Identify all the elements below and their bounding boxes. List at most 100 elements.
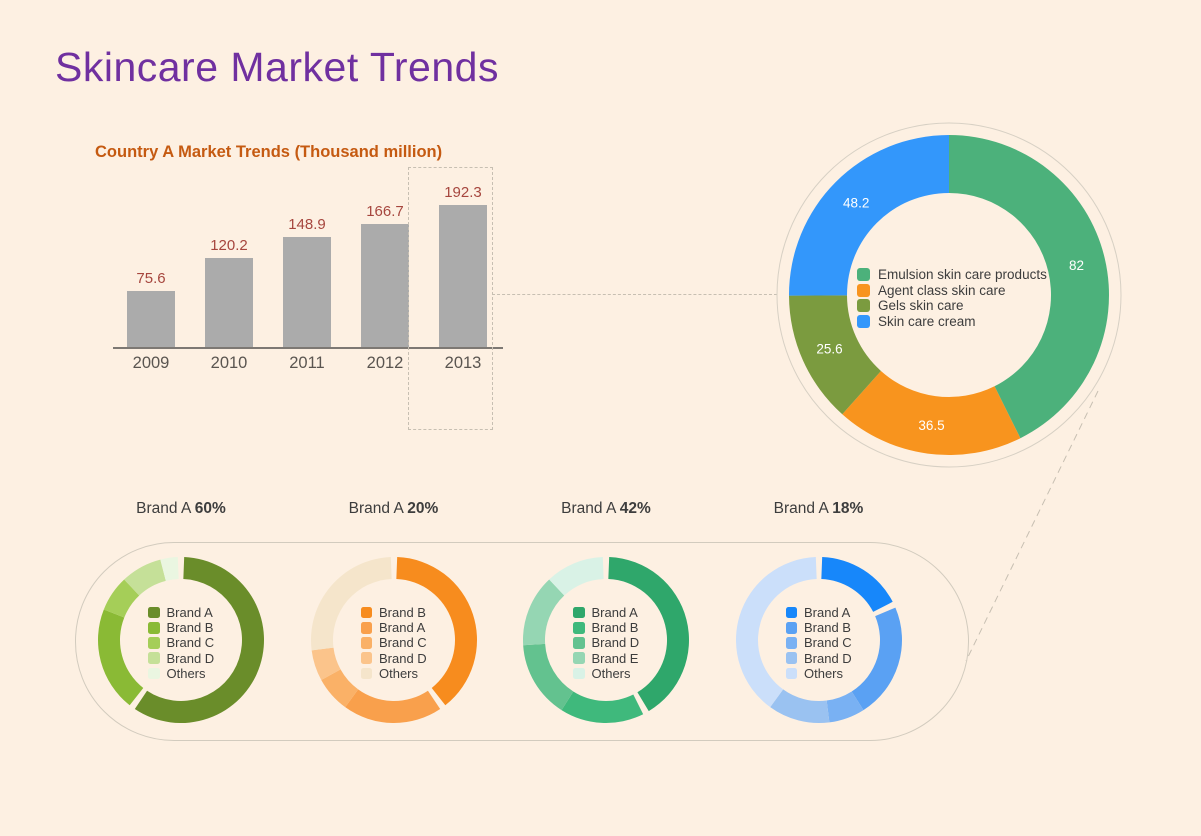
legend-label: Others [166, 665, 206, 681]
brand-share-percent: 18% [832, 500, 864, 517]
x-axis-label: 2009 [132, 354, 170, 372]
category-share-donut-chart: 82 36.5 25.6 48.2 [776, 122, 1122, 468]
bar-2010 [205, 258, 253, 347]
legend-item: Brand C [148, 635, 214, 650]
legend-item: Others [573, 666, 639, 681]
legend-item: Brand A [785, 605, 852, 620]
legend-item: Brand D [785, 650, 852, 666]
legend-swatch [360, 637, 372, 649]
donut-segment-others [549, 557, 604, 596]
legend-swatch [360, 667, 372, 680]
legend-swatch [360, 652, 372, 664]
page-title: Skincare Market Trends [55, 44, 499, 90]
legend-swatch [857, 268, 870, 282]
x-axis-label: 2013 [444, 354, 482, 372]
legend-item: Brand B [148, 620, 214, 635]
legend-item: Brand D [360, 650, 427, 666]
legend-item: Agent class skin care [857, 283, 1047, 299]
donut-value-label: 48.2 [843, 196, 869, 211]
brand-donut-title: Brand A 60% [75, 500, 287, 518]
bar-value-label: 120.2 [210, 237, 248, 254]
legend-item: Brand B [785, 620, 852, 635]
legend-item: Brand A [573, 605, 639, 620]
legend-item: Brand C [360, 635, 427, 650]
donut-segment-agent-class-skin-care [842, 370, 1021, 455]
bar-2009 [127, 291, 175, 347]
brand-name: Brand A [561, 500, 620, 517]
legend-swatch [573, 667, 585, 680]
legend-item: Others [148, 666, 214, 681]
donut-segment-brand-a [344, 689, 440, 724]
legend-label: Brand A [166, 605, 213, 621]
legend-label: Brand D [591, 635, 640, 651]
legend-label: Emulsion skin care products [878, 267, 1047, 283]
bar-column: 148.9 [283, 216, 331, 347]
legend-label: Brand E [591, 650, 639, 666]
brand-donut-chart [522, 557, 689, 723]
donut-segment-others [735, 557, 817, 708]
brand-donut-legend: Brand A Brand B Brand D Brand E Others [573, 605, 639, 681]
legend-item: Brand C [785, 635, 852, 651]
legend-swatch [857, 283, 870, 297]
bar-chart-x-labels: 2009 2010 2011 2012 2013 [127, 354, 487, 373]
legend-swatch [785, 652, 797, 664]
brand-name: Brand A [348, 500, 408, 517]
legend-item: Brand A [360, 620, 427, 636]
donut-segment-brand-c [320, 669, 358, 708]
legend-swatch [857, 314, 870, 328]
brand-donut-legend: Brand A Brand B Brand C Brand D Others [148, 605, 214, 681]
donut-segment-others [160, 557, 179, 581]
brand-share-percent: 42% [619, 500, 651, 517]
legend-label: Brand D [804, 650, 852, 666]
bar-chart: 75.6 120.2 148.9 166.7 192.3 [127, 160, 487, 347]
donut-segment-gels-skin-care [789, 295, 881, 415]
donut-segment-others [310, 557, 392, 651]
legend-label: Gels skin care [878, 298, 964, 314]
bar-column: 192.3 [439, 184, 487, 347]
donut-outline-circle [776, 122, 1122, 468]
legend-label: Brand B [591, 620, 639, 636]
donut-segment-brand-e [522, 579, 565, 646]
bar-2013 [439, 205, 487, 347]
legend-label: Brand D [166, 650, 215, 666]
legend-label: Brand B [166, 620, 214, 636]
legend-swatch [785, 606, 797, 619]
legend-swatch [573, 606, 585, 619]
donut-segment-brand-b [561, 691, 644, 723]
legend-label: Brand A [379, 620, 426, 636]
legend-item: Brand D [573, 635, 639, 650]
bar-value-label: 166.7 [366, 203, 404, 220]
legend-label: Others [591, 665, 631, 681]
bar-column: 166.7 [361, 203, 409, 347]
brand-share-percent: 20% [407, 500, 439, 517]
legend-item: Skin care cream [857, 314, 1047, 330]
bar-chart-x-axis [113, 347, 503, 349]
legend-item: Brand A [148, 605, 214, 620]
bar-value-label: 192.3 [444, 184, 482, 201]
legend-label: Brand D [379, 650, 427, 666]
legend-label: Brand A [591, 605, 638, 621]
brand-donut-title: Brand A 20% [288, 500, 500, 518]
legend-item: Brand B [573, 620, 639, 635]
legend-label: Brand C [804, 635, 852, 651]
legend-swatch [785, 622, 797, 634]
bar-2012 [361, 224, 409, 347]
legend-item: Others [360, 666, 427, 681]
donut-segment-brand-d [311, 647, 341, 680]
legend-label: Agent class skin care [878, 282, 1006, 298]
legend-swatch [360, 622, 372, 634]
brand-donut-chart [98, 557, 265, 723]
legend-item: Gels skin care [857, 298, 1047, 314]
bar-2011 [283, 237, 331, 347]
donut-value-label: 25.6 [816, 342, 842, 357]
legend-label: Others [804, 665, 844, 681]
donut-segment-brand-d [523, 643, 574, 711]
donut-segment-skin-care-cream [788, 135, 949, 296]
x-axis-label: 2012 [366, 354, 404, 372]
highlight-dashed-rect [408, 167, 493, 430]
legend-swatch [360, 606, 372, 619]
legend-item: Brand E [573, 651, 639, 666]
